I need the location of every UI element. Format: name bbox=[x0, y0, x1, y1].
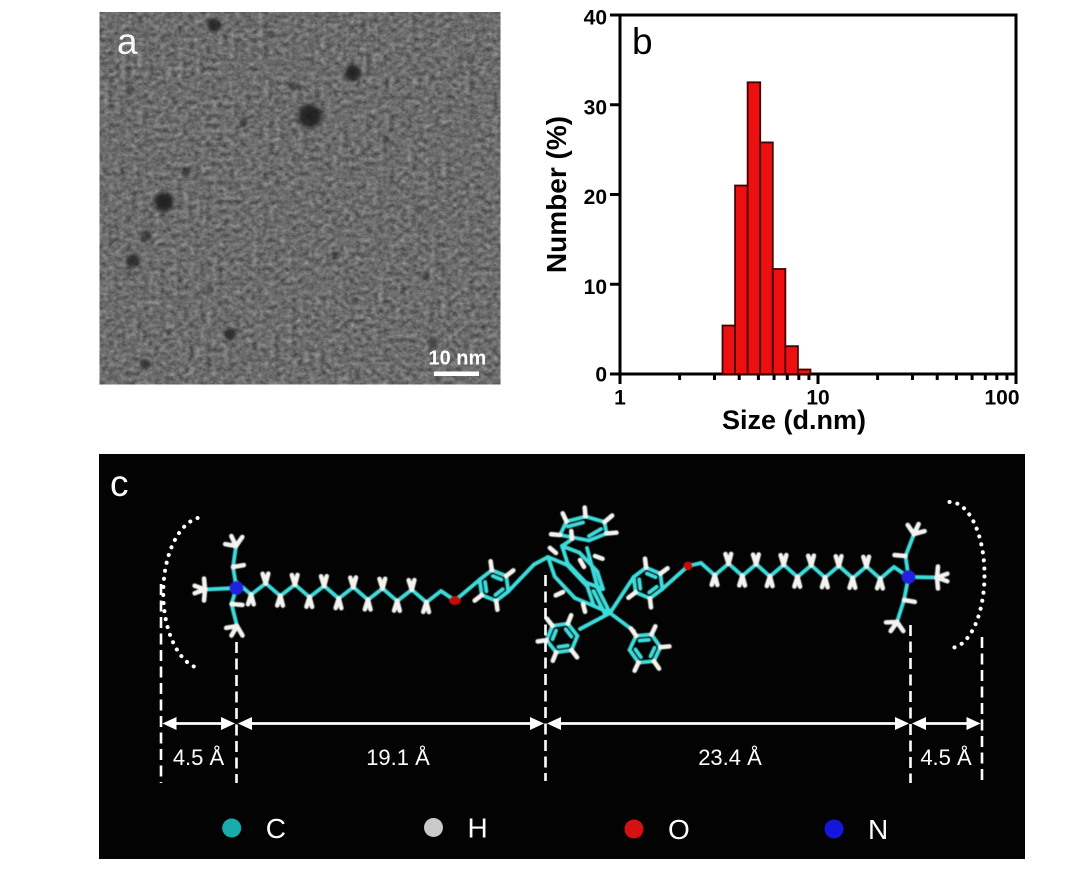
svg-text:Number (%): Number (%) bbox=[541, 116, 572, 273]
svg-text:0: 0 bbox=[595, 364, 607, 387]
svg-text:b: b bbox=[632, 21, 653, 62]
svg-text:Size (d.nm): Size (d.nm) bbox=[722, 405, 866, 435]
svg-text:20: 20 bbox=[584, 186, 607, 209]
svg-text:30: 30 bbox=[584, 96, 607, 119]
svg-text:1: 1 bbox=[614, 387, 626, 410]
svg-text:19.1 Å: 19.1 Å bbox=[366, 745, 430, 770]
svg-text:40: 40 bbox=[584, 7, 607, 30]
svg-text:H: H bbox=[468, 813, 488, 844]
svg-text:C: C bbox=[266, 813, 286, 844]
svg-text:10: 10 bbox=[584, 276, 607, 299]
svg-text:4.5 Å: 4.5 Å bbox=[920, 745, 972, 770]
svg-text:100: 100 bbox=[984, 387, 1019, 410]
svg-text:10 nm: 10 nm bbox=[429, 347, 487, 369]
svg-text:23.4 Å: 23.4 Å bbox=[698, 745, 762, 770]
svg-text:4.5 Å: 4.5 Å bbox=[173, 745, 225, 770]
svg-text:a: a bbox=[117, 21, 138, 62]
svg-text:c: c bbox=[110, 463, 129, 504]
svg-text:N: N bbox=[868, 814, 888, 845]
svg-text:O: O bbox=[668, 814, 690, 845]
